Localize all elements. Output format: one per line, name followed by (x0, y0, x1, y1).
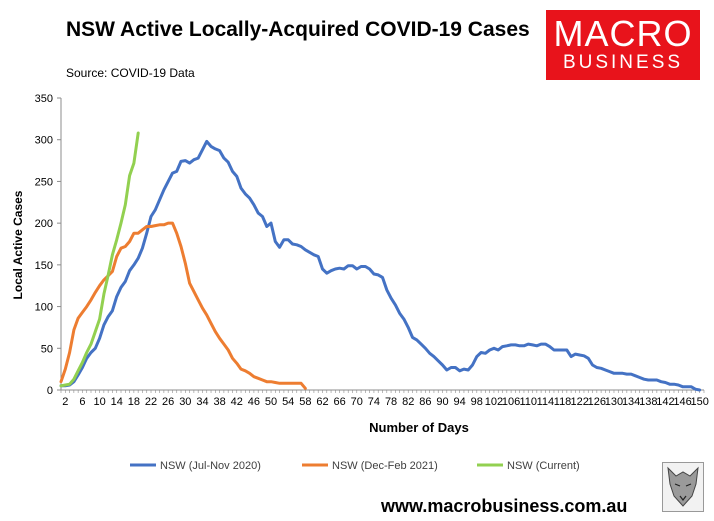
x-tick-label: 54 (282, 396, 294, 408)
x-tick-label: 26 (162, 396, 174, 408)
y-tick-label: 200 (35, 218, 53, 230)
x-tick-label: 82 (402, 396, 414, 408)
x-tick-label: 114 (537, 396, 555, 408)
x-tick-label: 98 (471, 396, 483, 408)
x-tick-label: 134 (622, 396, 640, 408)
legend: NSW (Jul-Nov 2020) NSW (Dec-Feb 2021) NSW … (130, 460, 580, 472)
website-url: www.macrobusiness.com.au (381, 496, 628, 516)
x-tick-label: 78 (385, 396, 397, 408)
legend-label-1: NSW (Jul-Nov 2020) (160, 460, 261, 472)
x-tick-label: 94 (454, 396, 466, 408)
y-tick-label: 300 (35, 135, 53, 147)
x-axis: 2 6 10 14 18 22 26 30 34 38 42 46 50 54 58 62 66 70 74 78 82… (60, 389, 709, 408)
x-tick-label: 106 (502, 396, 520, 408)
y-tick-label: 150 (35, 260, 53, 272)
x-tick-label: 74 (368, 396, 380, 408)
series-line-2 (59, 221, 307, 390)
x-tick-label: 90 (436, 396, 448, 408)
x-tick-label: 70 (351, 396, 363, 408)
y-tick-label: 0 (47, 385, 53, 397)
x-tick-label: 86 (419, 396, 431, 408)
x-tick-label: 122 (571, 396, 589, 408)
y-tick-label: 50 (41, 343, 53, 355)
x-tick-label: 18 (128, 396, 140, 408)
x-tick-label: 22 (145, 396, 157, 408)
x-axis-label: Number of Days (369, 420, 469, 435)
x-tick-label: 14 (111, 396, 123, 408)
x-tick-label: 126 (588, 396, 606, 408)
chart-title: NSW Active Locally-Acquired COVID-19 Cas… (66, 18, 530, 41)
y-tick-label: 250 (35, 176, 53, 188)
series-line-1 (59, 139, 702, 392)
chart-source: Source: COVID-19 Data (66, 66, 195, 80)
x-tick-label: 2 (62, 396, 68, 408)
x-tick-label: 6 (79, 396, 85, 408)
y-axis: 0 50 100 150 200 250 300 350 (35, 93, 62, 397)
x-tick-label: 146 (673, 396, 691, 408)
x-tick-label: 66 (334, 396, 346, 408)
x-tick-label: 130 (605, 396, 623, 408)
x-tick-label: 142 (656, 396, 674, 408)
series-layer (59, 131, 702, 392)
x-tick-label: 50 (265, 396, 277, 408)
x-tick-label: 10 (93, 396, 105, 408)
x-tick-label: 34 (196, 396, 208, 408)
y-tick-label: 350 (35, 93, 53, 105)
logo-line-business: BUSINESS (562, 52, 684, 73)
y-axis-label: Local Active Cases (11, 190, 25, 299)
x-tick-label: 110 (519, 396, 537, 408)
series-line-3 (59, 131, 140, 388)
wolf-mascot-icon (662, 462, 704, 512)
x-tick-label: 150 (691, 396, 709, 408)
x-tick-label: 46 (248, 396, 260, 408)
macrobusiness-logo: MACRO BUSINESS (546, 10, 700, 80)
x-tick-label: 30 (179, 396, 191, 408)
x-tick-label: 38 (213, 396, 225, 408)
legend-label-2: NSW (Dec-Feb 2021) (332, 460, 438, 472)
y-tick-label: 100 (35, 302, 53, 314)
logo-line-macro: MACRO (553, 13, 693, 54)
x-tick-label: 58 (299, 396, 311, 408)
x-tick-label: 42 (231, 396, 243, 408)
x-tick-label: 118 (554, 396, 572, 408)
x-tick-label: 62 (316, 396, 328, 408)
x-tick-label: 138 (639, 396, 657, 408)
x-tick-label: 102 (485, 396, 503, 408)
legend-label-3: NSW (Current) (507, 460, 580, 472)
